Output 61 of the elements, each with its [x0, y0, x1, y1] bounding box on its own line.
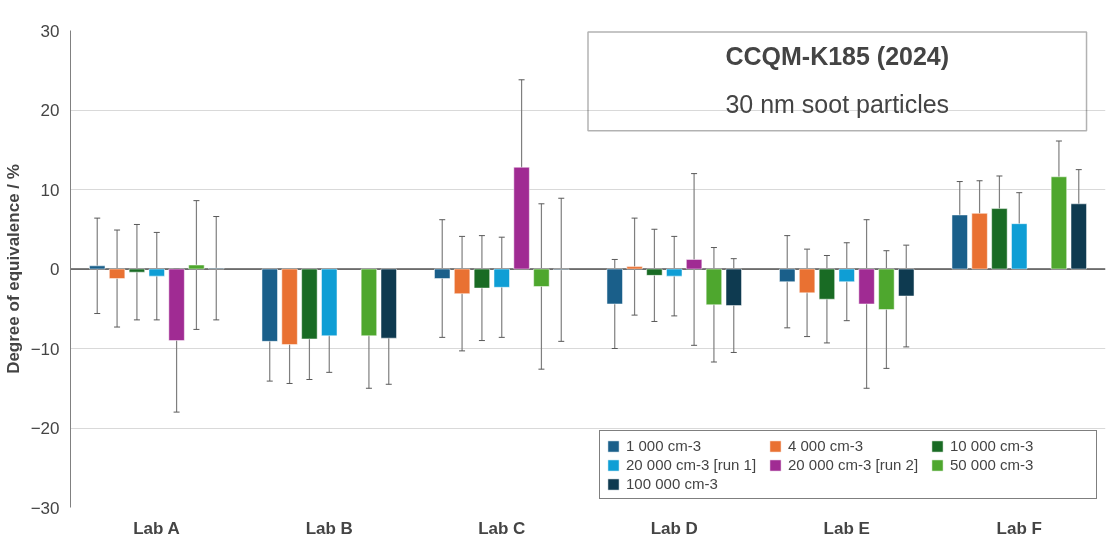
y-tick-label: 10: [40, 180, 60, 200]
x-tick-label: Lab A: [133, 518, 180, 538]
legend-label: 4 000 cm-3: [788, 437, 865, 454]
bar: [434, 268, 451, 279]
legend-label: 100 000 cm-3: [626, 475, 719, 492]
bar: [321, 268, 338, 337]
bar: [818, 268, 835, 300]
bar: [646, 268, 663, 276]
y-axis-title: Degree of equivalence / %: [3, 164, 23, 374]
bar: [188, 264, 205, 270]
bar: [838, 268, 855, 282]
bar: [971, 213, 988, 270]
x-tick-label: Lab F: [996, 518, 1042, 538]
legend-label: 10 000 cm-3: [950, 437, 1035, 454]
bar: [951, 214, 968, 270]
bar: [128, 268, 145, 273]
bar: [725, 268, 742, 306]
y-tick-label: −30: [30, 498, 60, 518]
bar: [705, 268, 722, 306]
bar: [1050, 176, 1067, 270]
bar: [360, 268, 377, 337]
y-tick-label: 20: [40, 101, 60, 120]
bar: [473, 268, 490, 289]
y-tick-label: −20: [30, 419, 60, 438]
bar: [858, 268, 875, 305]
bar: [799, 268, 816, 294]
bar: [89, 265, 106, 270]
bar: [991, 208, 1008, 270]
bar: [380, 268, 397, 339]
bar: [281, 268, 298, 345]
bar: [1070, 203, 1087, 270]
bar: [779, 268, 796, 282]
bar: [626, 266, 643, 270]
x-tick-label: Lab C: [478, 518, 526, 538]
y-tick-label: 0: [50, 260, 60, 279]
bar: [454, 268, 471, 294]
legend-label: 20 000 cm-3 [run 2]: [788, 456, 920, 473]
bar: [261, 268, 278, 342]
bar: [1011, 223, 1028, 270]
bar: [109, 268, 126, 279]
bar: [606, 268, 623, 305]
y-tick-label: −10: [30, 339, 60, 359]
bar: [493, 268, 510, 288]
x-tick-label: Lab B: [305, 518, 353, 538]
legend-label: 50 000 cm-3: [950, 456, 1035, 473]
bar: [148, 268, 165, 277]
bar: [533, 268, 550, 287]
y-tick-label: 30: [40, 21, 60, 41]
legend-label: 1 000 cm-3: [626, 437, 703, 454]
text: CCQM-K185 (2024): [725, 42, 950, 71]
bar: [686, 259, 703, 270]
bar: [513, 166, 530, 270]
x-tick-label: Lab D: [650, 518, 698, 538]
x-tick-label: Lab E: [823, 518, 870, 538]
bar: [666, 268, 683, 277]
bar: [878, 268, 895, 310]
bar: [301, 268, 318, 340]
bar: [898, 268, 915, 297]
bar: [168, 268, 185, 341]
text: 30 nm soot particles: [725, 89, 950, 118]
legend-label: 20 000 cm-3 [run 1]: [626, 456, 758, 473]
